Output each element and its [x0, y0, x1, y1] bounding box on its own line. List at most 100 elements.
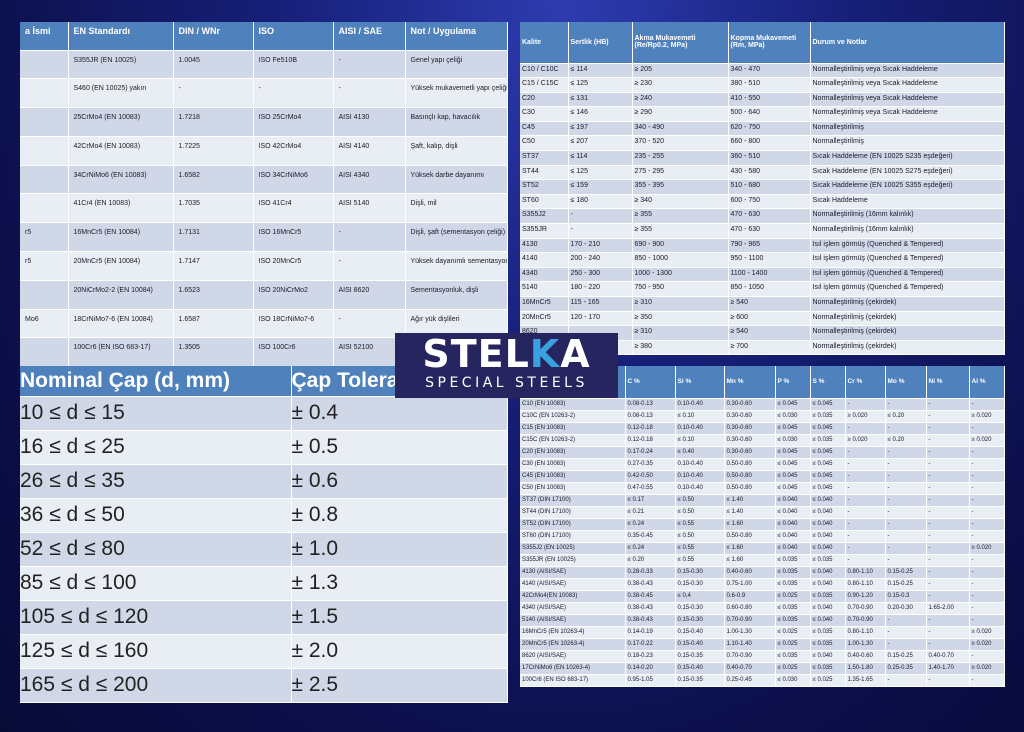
table-cell: ≤ 0.045	[810, 398, 846, 411]
table-cell: ≤ 0.045	[810, 482, 846, 495]
table-cell: 0.10-0.40	[675, 422, 725, 435]
table-cell: 17CrNiMo6 (EN 10263-4)	[520, 662, 626, 675]
table-cell: 0.25-0.45	[724, 674, 776, 687]
table-cell: 430 - 580	[728, 165, 811, 181]
table-row: ST52 (DIN 17100) ≤ 0.24 ≤ 0.55 ≤ 1.60 ≤ 0.04…	[520, 518, 1005, 531]
table-cell: ≤ 0.035	[775, 554, 811, 567]
logo-text: STEL	[422, 332, 530, 376]
table-cell: Normalleştirilmiş veya Sıcak Haddeleme	[810, 106, 1005, 122]
table-cell: ≤ 0.040	[775, 518, 811, 531]
table-cell: 120 - 170	[568, 311, 633, 327]
table-cell: ISO 20NiCrMo2	[253, 280, 334, 310]
table-cell: ≤ 0.035	[810, 554, 846, 567]
table-cell: C10C (EN 10263-2)	[520, 410, 626, 423]
logo-tagline: SPECIAL STEELS	[425, 375, 588, 391]
table-cell: ± 2.0	[291, 634, 508, 669]
table-row: C15 / C15C ≤ 125 ≥ 230 380 - 510 Normalleşti…	[520, 77, 1005, 93]
table-row: S355J2- ≥ 355 470 - 630 Normalleştirilmiş (…	[520, 208, 1005, 225]
column-header: a İsmi	[20, 22, 69, 51]
table-cell: -	[885, 494, 927, 507]
table-cell: 370 - 520	[632, 135, 729, 152]
table-cell: 0.90-1.20	[845, 590, 886, 603]
table-row: 125 ≤ d ≤ 160 ± 2.0	[20, 634, 508, 669]
table-cell: -	[969, 566, 1005, 579]
table-cell: ≤ 0.035	[810, 590, 846, 603]
table-cell: ≤ 0.040	[810, 542, 846, 555]
table-cell: -	[333, 309, 406, 339]
column-header: AISI / SAE	[333, 22, 406, 51]
table-cell: ≤ 0.040	[810, 530, 846, 543]
table-cell: -	[885, 506, 927, 519]
table-cell: -	[926, 398, 970, 411]
table-cell: ≤ 0.040	[810, 506, 846, 519]
table-cell: ST60	[520, 194, 569, 210]
column-header: Ni %	[926, 366, 970, 399]
table-cell: 0.40-0.60	[845, 650, 886, 663]
table-cell: ≤ 0.040	[775, 542, 811, 555]
table-cell: ≤ 0.035	[810, 626, 846, 639]
table-cell: ≤ 159	[568, 179, 633, 195]
table-cell: ≥ 355	[632, 223, 729, 239]
table-cell: Mo6	[20, 309, 69, 339]
column-header: Sertlik (HB)	[568, 22, 633, 64]
column-header: S %	[810, 366, 846, 399]
table-cell: 0.15-0.30	[675, 602, 725, 615]
table-cell: ≥ 205	[632, 63, 729, 79]
column-header: Al %	[969, 366, 1005, 399]
table-cell: 0.50-0.80	[724, 458, 776, 471]
table-row: 5140 180 - 220 750 - 950 850 - 1050 Isıl işl…	[520, 281, 1005, 297]
table-cell: 0.14-0.20	[625, 662, 676, 675]
table-cell: Normalleştirilmiş (16mm kalınlık)	[810, 208, 1005, 225]
table-cell: 470 - 630	[728, 208, 811, 225]
table-cell: ≤ 0.035	[810, 434, 846, 447]
table-cell: ST37 (DIN 17100)	[520, 494, 626, 507]
header-row: Kalite Sertlik (HB) Akma Mukavemeti (Re/Rp…	[520, 22, 1005, 64]
table-cell: 0.15-0.40	[675, 626, 725, 639]
table-cell: ≥ 0.020	[845, 410, 886, 423]
table-cell: 0.12-0.18	[625, 422, 676, 435]
table-cell: ≤ 1.60	[724, 554, 776, 567]
table-cell: 250 - 300	[568, 267, 633, 283]
table-cell: C10 (EN 10083)	[520, 398, 626, 411]
table-cell: 200 - 240	[568, 252, 633, 268]
table-cell: ≤ 180	[568, 194, 633, 210]
table-cell: ≤ 0.045	[775, 422, 811, 435]
table-cell: ≤ 0.035	[775, 650, 811, 663]
column-header: DIN / WNr	[173, 22, 254, 51]
table-row: ST60 ≤ 180 ≥ 340 600 - 750 Sıcak Haddeleme	[520, 194, 1005, 210]
table-row: S355JR (EN 10025) ≤ 0.20 ≤ 0.55 ≤ 1.60 ≤ 0.0…	[520, 554, 1005, 567]
table-cell: -	[885, 674, 927, 687]
column-header: Kalite	[520, 22, 569, 64]
table-cell: -	[926, 470, 970, 483]
table-cell: 1.7131	[173, 222, 254, 253]
table-cell: -	[926, 578, 970, 591]
table-cell: -	[885, 542, 927, 555]
table-cell: ≤ 0.10	[675, 410, 725, 423]
table-cell: -	[845, 422, 886, 435]
table-cell: ± 2.5	[291, 668, 508, 703]
table-cell: 0.80-1.10	[845, 578, 886, 591]
table-cell: 0.70-0.90	[845, 614, 886, 627]
table-cell: -	[969, 590, 1005, 603]
table-cell: ≥ 380	[632, 340, 729, 356]
table-cell: -	[969, 494, 1005, 507]
table-cell: 34CrNiMo6 (EN 10083)	[68, 165, 174, 195]
table-cell: ≤ 1.60	[724, 542, 776, 555]
table-cell: -	[845, 530, 886, 543]
table-row: 16MnCr5 (EN 10263-4) 0.14-0.19 0.15-0.40 1.…	[520, 626, 1005, 639]
table-cell: ≥ 340	[632, 194, 729, 210]
table-cell: ≤ 0.21	[625, 506, 676, 519]
table-cell: 0.38-0.43	[625, 602, 676, 615]
table-cell: 0.15-0.35	[675, 650, 725, 663]
table-cell: -	[173, 78, 254, 109]
column-header: Nominal Çap (d, mm)	[20, 366, 292, 397]
table-cell: 0.14-0.19	[625, 626, 676, 639]
table-cell: C30	[520, 106, 569, 122]
table-row: C30 ≤ 146 ≥ 290 500 - 640 Normalleştirilmiş …	[520, 106, 1005, 122]
table-cell: -	[845, 506, 886, 519]
table-cell: ± 1.3	[291, 566, 508, 601]
table-cell: -	[885, 422, 927, 435]
table-row: 85 ≤ d ≤ 100 ± 1.3	[20, 566, 508, 601]
table-cell: 0.40-0.60	[724, 566, 776, 579]
table-cell: ≥ 600	[728, 311, 811, 327]
